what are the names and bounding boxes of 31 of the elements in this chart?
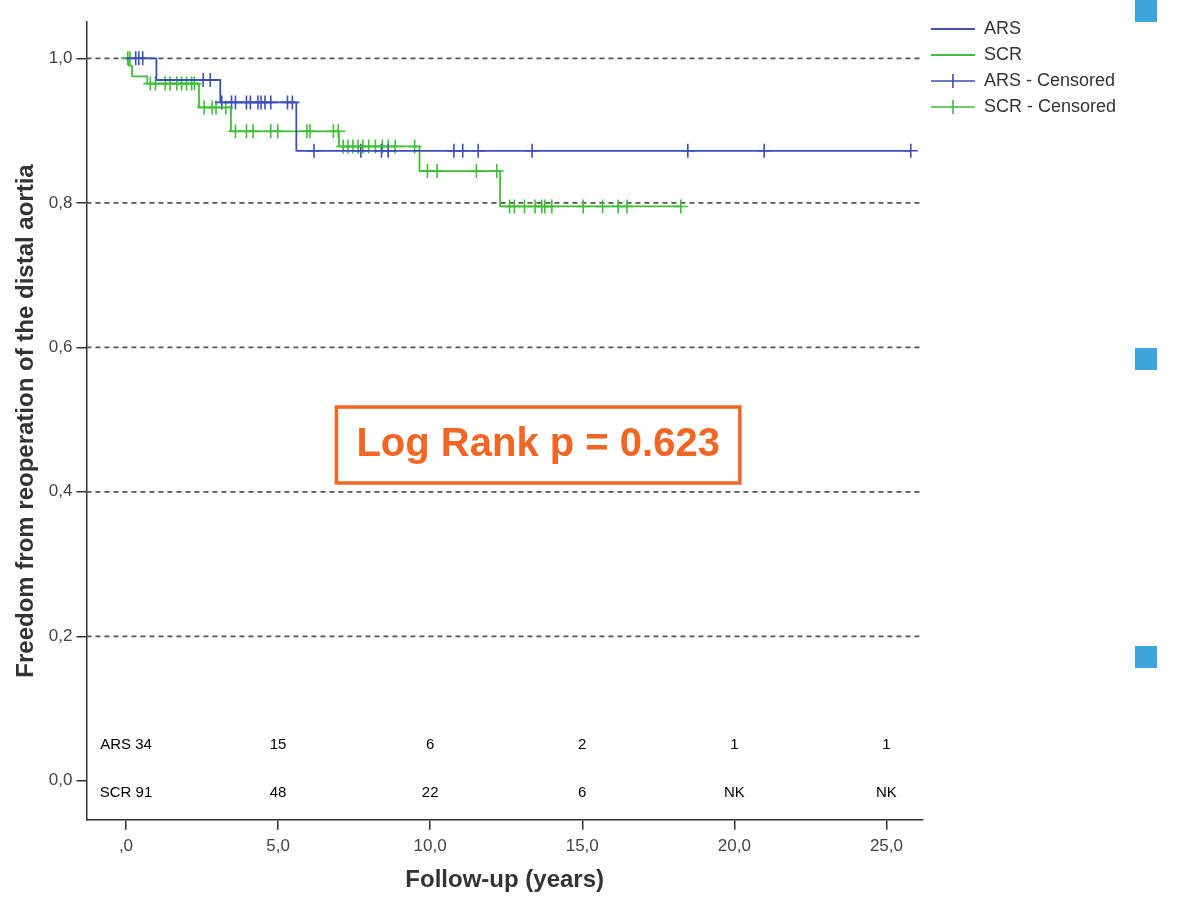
y-tick-label: 0,6 (48, 337, 73, 356)
x-tick-label: 5,0 (266, 835, 290, 855)
legend-label: SCR (983, 43, 1022, 64)
x-tick-label: 15,0 (565, 835, 599, 855)
x-axis-title: Follow-up (years) (405, 865, 605, 893)
y-tick-label: 0,8 (48, 192, 73, 212)
y-tick-label: 0,4 (48, 481, 73, 501)
annotation: NK (723, 782, 745, 800)
legend-label: SCR - Censored (983, 95, 1116, 116)
annotation: 2 (578, 734, 587, 752)
y-tick-label: 0,2 (48, 625, 73, 645)
y-tick-label: 0,0 (48, 770, 73, 790)
x-tick-label: ,0 (118, 835, 134, 855)
x-tick-label: 10,0 (413, 835, 447, 855)
annotation: 1 (882, 734, 891, 752)
annotation: 48 (269, 782, 287, 800)
annotation: 22 (421, 782, 439, 800)
y-tick-label: 1,0 (48, 48, 73, 68)
annotation: 15 (269, 734, 287, 752)
x-tick-label: 20,0 (717, 835, 751, 855)
annotation: 6 (425, 734, 435, 752)
legend-label: ARS (983, 17, 1021, 38)
annotation: Log Rank p = 0.623 (356, 419, 720, 464)
annotation: NK (876, 782, 897, 800)
legend-label: ARS - Censored (983, 69, 1116, 90)
annotation: ARS 34 (100, 734, 152, 752)
annotation: 6 (578, 782, 587, 800)
x-tick-label: 25,0 (869, 835, 903, 855)
annotation: 1 (730, 734, 739, 752)
annotation: SCR 91 (99, 782, 153, 800)
y-axis-title: Freedom from reoperation of the distal aortia (11, 163, 39, 678)
